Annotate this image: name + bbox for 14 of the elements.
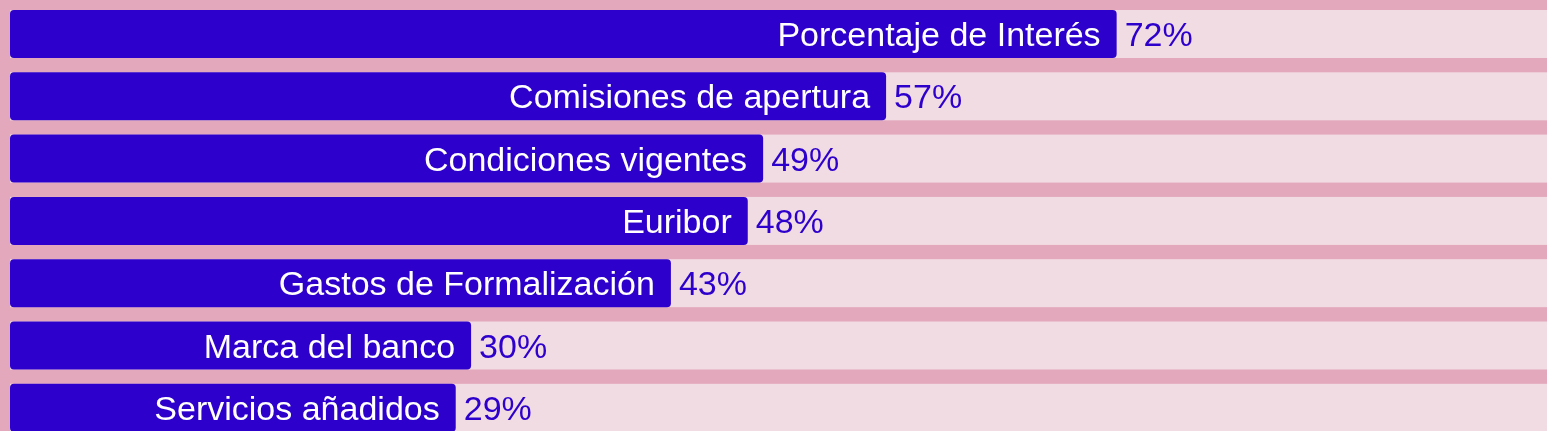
data-label: 57% bbox=[894, 77, 963, 116]
data-label: 43% bbox=[678, 264, 747, 303]
data-label: 49% bbox=[771, 139, 840, 178]
y-tick-label: Condiciones vigentes bbox=[423, 139, 748, 178]
data-label: 48% bbox=[755, 201, 824, 240]
y-tick-label: Euribor bbox=[622, 201, 732, 240]
data-label: 72% bbox=[1124, 15, 1193, 53]
y-tick-label: Marca del banco bbox=[203, 326, 456, 365]
y-tick-label: Comisiones de apertura bbox=[509, 77, 871, 116]
data-label: 29% bbox=[463, 388, 532, 427]
y-tick-label: Porcentaje de Interés bbox=[777, 15, 1101, 53]
y-tick-label: Gastos de Formalización bbox=[278, 264, 655, 303]
data-label: 30% bbox=[479, 326, 548, 365]
y-tick-label: Servicios añadidos bbox=[154, 388, 440, 427]
